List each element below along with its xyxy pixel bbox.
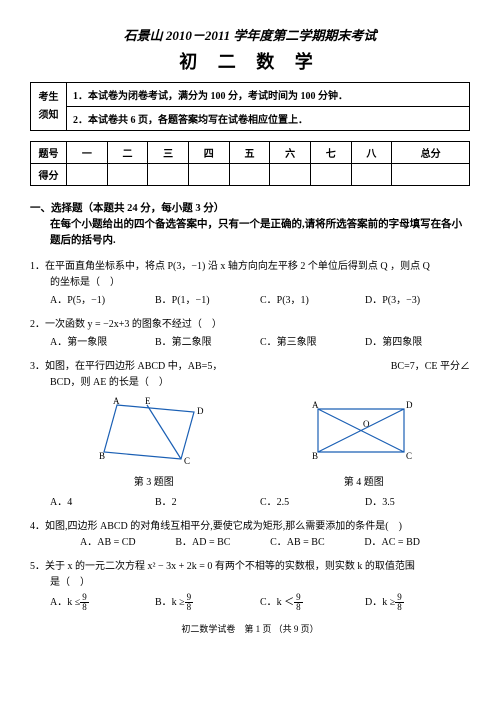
q3-option-c: C．2.5 bbox=[260, 495, 365, 511]
q1-cont: 的坐标是（ ） bbox=[50, 275, 470, 291]
question-2: 2．一次函数 y = −2x+3 的图象不经过（ ） A．第一象限 B．第二象限… bbox=[30, 317, 470, 351]
q5-option-c: C．k ＜98 bbox=[260, 593, 365, 612]
notice-item-2: 2．本试卷共 6 页，各题答案均写在试卷相应位置上． bbox=[73, 115, 308, 126]
exam-school-year: 石景山 2010－2011 学年度第二学期期末考试 bbox=[30, 25, 470, 44]
q1-option-c: C．P(3，1) bbox=[260, 293, 365, 309]
question-5: 5．关于 x 的一元二次方程 x² − 3x + 2k = 0 有两个不相等的实… bbox=[30, 559, 470, 612]
svg-text:B: B bbox=[312, 451, 318, 461]
q2-num: 2． bbox=[30, 319, 45, 330]
q3-num: 3． bbox=[30, 361, 45, 372]
q4-option-c: C．AB = BC bbox=[270, 535, 325, 551]
score-col: 八 bbox=[351, 142, 392, 164]
q5-option-b: B．k ≥98 bbox=[155, 593, 260, 612]
score-col: 三 bbox=[148, 142, 189, 164]
score-row-header-1: 题号 bbox=[31, 142, 67, 164]
q2-option-c: C．第三象限 bbox=[260, 335, 365, 351]
q4-option-b: B．AD = BC bbox=[175, 535, 230, 551]
q1-option-a: A．P(5，−1) bbox=[50, 293, 155, 309]
notice-label-2: 须知 bbox=[39, 110, 59, 121]
q5-cont: 是（ ） bbox=[50, 575, 470, 591]
q3-option-d: D．3.5 bbox=[365, 495, 470, 511]
score-table: 题号 一 二 三 四 五 六 七 八 总分 得分 bbox=[30, 141, 470, 186]
notice-box: 考生 须知 1．本试卷为闭卷考试，满分为 100 分，考试时间为 100 分钟．… bbox=[30, 82, 470, 131]
q4-option-a: A．AB = CD bbox=[80, 535, 136, 551]
svg-text:B: B bbox=[99, 451, 105, 461]
q4-num: 4． bbox=[30, 521, 45, 532]
figure-3-label: 第 3 题图 bbox=[99, 475, 209, 491]
q2-option-b: B．第二象限 bbox=[155, 335, 260, 351]
q1-option-b: B．P(1，−1) bbox=[155, 293, 260, 309]
q1-option-d: D．P(3，−3) bbox=[365, 293, 470, 309]
q5-option-a: A．k ≤98 bbox=[50, 593, 155, 612]
q1-num: 1． bbox=[30, 261, 45, 272]
q2-option-d: D．第四象限 bbox=[365, 335, 470, 351]
svg-text:A: A bbox=[113, 397, 120, 406]
svg-text:E: E bbox=[145, 397, 151, 406]
q2-option-a: A．第一象限 bbox=[50, 335, 155, 351]
q3-text-right: BC=7，CE 平分∠ bbox=[391, 359, 470, 375]
q4-option-d: D．AC = BD bbox=[364, 535, 420, 551]
svg-text:D: D bbox=[197, 406, 204, 416]
score-col: 四 bbox=[188, 142, 229, 164]
score-col: 六 bbox=[270, 142, 311, 164]
q5-num: 5． bbox=[30, 561, 45, 572]
q3-option-a: A．4 bbox=[50, 495, 155, 511]
q4-text: 如图,四边形 ABCD 的对角线互相平分,要使它成为矩形,那么需要添加的条件是(… bbox=[45, 521, 402, 532]
score-cell bbox=[67, 164, 108, 186]
section-1-instructions: 在每个小题给出的四个备选答案中，只有一个是正确的,请将所选答案前的字母填写在各小… bbox=[50, 217, 470, 249]
exam-subject: 初 二 数 学 bbox=[30, 48, 470, 74]
notice-item-1: 1．本试卷为闭卷考试，满分为 100 分，考试时间为 100 分钟． bbox=[73, 91, 348, 102]
figure-3-svg: A E D B C bbox=[99, 397, 209, 467]
svg-text:C: C bbox=[184, 456, 190, 466]
svg-text:A: A bbox=[312, 400, 319, 410]
q1-text: 在平面直角坐标系中，将点 P(3，−1) 沿 x 轴方向向左平移 2 个单位后得… bbox=[45, 261, 430, 272]
figure-4-svg: A D B C O bbox=[306, 397, 421, 467]
figure-4-label: 第 4 题图 bbox=[306, 475, 421, 491]
score-col: 一 bbox=[67, 142, 108, 164]
figure-4: A D B C O 第 4 题图 bbox=[306, 397, 421, 491]
score-col: 七 bbox=[310, 142, 351, 164]
score-row-header-2: 得分 bbox=[31, 164, 67, 186]
score-col: 五 bbox=[229, 142, 270, 164]
page-footer: 初二数学试卷 第 1 页 （共 9 页） bbox=[30, 622, 470, 635]
svg-text:D: D bbox=[406, 400, 413, 410]
svg-text:O: O bbox=[363, 419, 370, 429]
q5-option-d: D．k ≥98 bbox=[365, 593, 470, 612]
svg-text:C: C bbox=[406, 451, 412, 461]
section-1-title: 一、选择题（本题共 24 分，每小题 3 分） bbox=[30, 200, 470, 215]
score-col: 总分 bbox=[392, 142, 470, 164]
notice-label-1: 考生 bbox=[39, 92, 59, 103]
question-3: 3．如图，在平行四边形 ABCD 中，AB=5， BC=7，CE 平分∠ BCD… bbox=[30, 359, 470, 511]
q2-text: 一次函数 y = −2x+3 的图象不经过（ ） bbox=[45, 319, 222, 330]
figure-3: A E D B C 第 3 题图 bbox=[99, 397, 209, 491]
question-4: 4．如图,四边形 ABCD 的对角线互相平分,要使它成为矩形,那么需要添加的条件… bbox=[30, 519, 470, 551]
q5-text: 关于 x 的一元二次方程 x² − 3x + 2k = 0 有两个不相等的实数根… bbox=[45, 561, 415, 572]
q3-cont: BCD，则 AE 的长是（ ） bbox=[50, 375, 470, 391]
q3-option-b: B．2 bbox=[155, 495, 260, 511]
q3-text: 如图，在平行四边形 ABCD 中，AB=5， bbox=[45, 361, 222, 372]
question-1: 1．在平面直角坐标系中，将点 P(3，−1) 沿 x 轴方向向左平移 2 个单位… bbox=[30, 259, 470, 309]
score-col: 二 bbox=[107, 142, 148, 164]
